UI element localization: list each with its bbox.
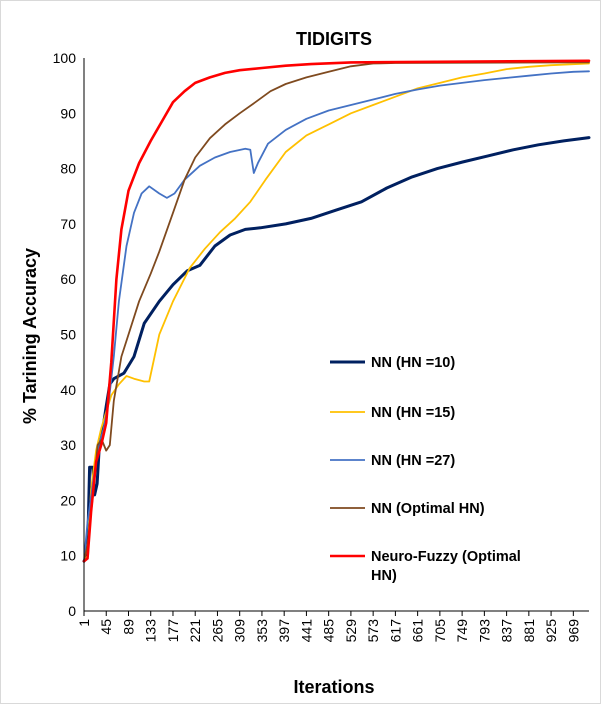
x-tick-label: 573 (365, 619, 381, 643)
x-axis-ticks: 1 45 89 133 177 221 265 309 353 397 441 485 529 573 61… (76, 611, 581, 642)
x-tick-label: 133 (143, 619, 159, 643)
x-tick-label: 529 (343, 619, 359, 643)
x-tick-label: 397 (276, 619, 292, 643)
y-axis-ticks: 0 10 20 30 40 50 60 70 80 90 100 (53, 50, 77, 619)
legend-label: NN (Optimal HN) (371, 501, 485, 517)
y-tick-label: 10 (60, 548, 76, 564)
x-tick-label: 749 (454, 619, 470, 643)
x-tick-label: 265 (209, 619, 225, 643)
x-tick-label: 485 (321, 619, 337, 643)
x-tick-label: 793 (476, 619, 492, 643)
x-tick-label: 1 (76, 619, 92, 627)
plot-lines (82, 59, 591, 563)
x-tick-label: 837 (499, 619, 515, 643)
x-tick-label: 705 (432, 619, 448, 643)
x-tick-label: 925 (543, 619, 559, 643)
series-line-2 (83, 62, 590, 563)
x-tick-label: 309 (232, 619, 248, 643)
y-axis-title: % Tarining Accuracy (20, 248, 40, 424)
y-tick-label: 80 (60, 161, 76, 177)
y-tick-label: 40 (60, 382, 76, 398)
x-tick-label: 969 (565, 619, 581, 643)
y-tick-label: 70 (60, 216, 76, 232)
x-tick-label: 881 (521, 619, 537, 643)
legend-label: NN (HN =27) (371, 453, 455, 469)
y-tick-label: 50 (60, 327, 76, 343)
y-tick-label: 30 (60, 437, 76, 453)
series-line-1 (82, 136, 591, 563)
x-tick-label: 617 (387, 619, 403, 643)
x-axis-title: Iterations (293, 677, 374, 697)
x-tick-label: 221 (187, 619, 203, 643)
legend-label: Neuro-Fuzzy (Optimal HN) (371, 549, 521, 584)
x-tick-label: 45 (98, 619, 114, 635)
chart-title: TIDIGITS (296, 29, 372, 49)
x-tick-label: 661 (410, 619, 426, 643)
y-tick-label: 60 (60, 271, 76, 287)
y-tick-label: 100 (53, 50, 77, 66)
series-line-4 (83, 61, 590, 563)
legend-label: NN (HN =10) (371, 355, 455, 371)
x-tick-label: 177 (165, 619, 181, 643)
y-tick-label: 90 (60, 105, 76, 121)
x-tick-label: 89 (120, 619, 136, 635)
x-tick-label: 441 (298, 619, 314, 643)
series-line-3 (83, 70, 590, 563)
legend-label: NN (HN =15) (371, 405, 455, 421)
y-tick-label: 20 (60, 492, 76, 508)
x-tick-label: 353 (254, 619, 270, 643)
legend: NN (HN =10) NN (HN =15) NN (HN =27) NN (Opt… (330, 355, 521, 584)
series-line-5 (82, 59, 591, 563)
y-tick-label: 0 (68, 603, 76, 619)
